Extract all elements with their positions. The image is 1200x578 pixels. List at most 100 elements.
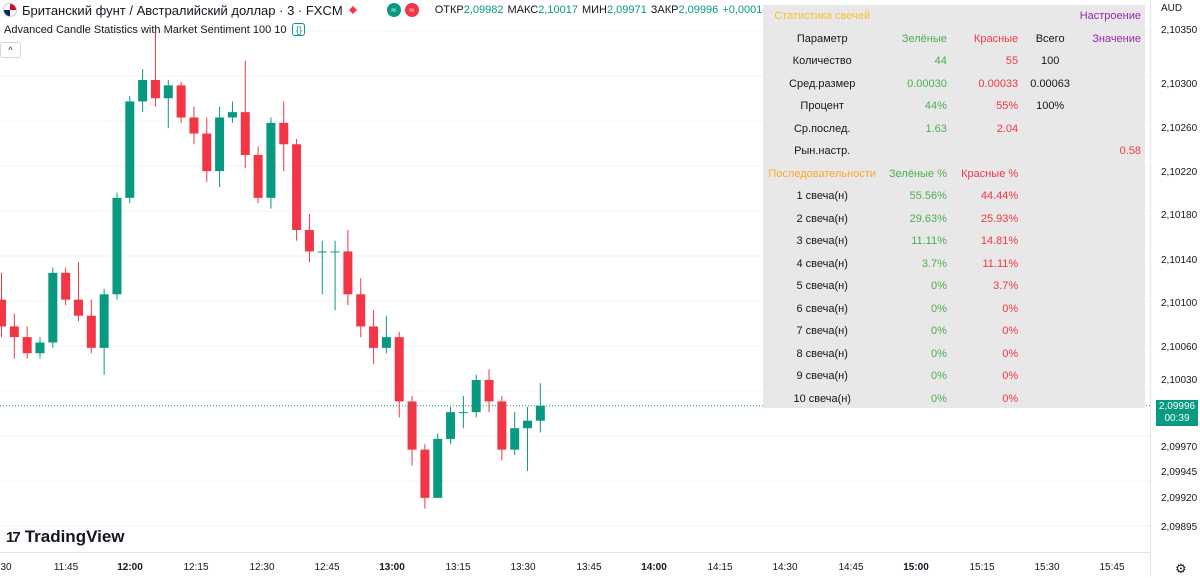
stats-sentiment-value	[1076, 50, 1145, 73]
seq-row: 8 свеча(н) 0% 0%	[763, 343, 1145, 366]
candle-body-up	[535, 405, 545, 421]
stats-header-cell: Всего	[1035, 32, 1065, 45]
seq-label: 3 свеча(н)	[796, 235, 848, 248]
tradingview-logo-mark: 17	[6, 528, 21, 546]
time-tick-label: 13:15	[445, 562, 471, 573]
seq-row: 2 свеча(н) 29.63% 25.93%	[763, 208, 1145, 231]
time-tick-label: 14:30	[772, 562, 798, 573]
candle-body-down	[369, 326, 379, 348]
stats-total-value: 0.00063	[1030, 77, 1071, 90]
seq-row: 9 свеча(н) 0% 0%	[763, 365, 1145, 388]
stats-empty	[1076, 163, 1145, 186]
price-tick-label: 2,10060	[1161, 342, 1198, 353]
stats-green-value	[881, 140, 952, 163]
ohlc-value: 2,09996	[678, 4, 719, 16]
price-tick-label: 2,10140	[1161, 255, 1198, 266]
ohlc-label: ЗАКР	[650, 4, 679, 16]
candle-body-up	[523, 420, 533, 429]
sell-button[interactable]: ≈	[386, 3, 401, 17]
stats-empty	[1076, 388, 1145, 411]
stats-empty	[1024, 275, 1076, 298]
price-tick-label: 2,10100	[1161, 298, 1198, 309]
candle-body-up	[99, 294, 109, 348]
stats-empty	[1076, 320, 1145, 343]
seq-red-percent: 0%	[1002, 302, 1019, 315]
seq-label: 8 свеча(н)	[796, 347, 848, 360]
candle-body-down	[202, 133, 212, 172]
stats-row: Ср.послед. 1.63 2.04	[763, 118, 1145, 141]
candle-body-down	[420, 449, 430, 498]
stats-empty	[1076, 343, 1145, 366]
time-tick-label: 14:45	[838, 562, 864, 573]
candle-body-up	[163, 85, 173, 99]
stats-header-cell: Параметр	[796, 32, 848, 45]
stats-param: Рын.настр.	[794, 145, 851, 158]
stats-total-value: 100	[1040, 55, 1060, 68]
seq-row: 3 свеча(н) 11.11% 14.81%	[763, 230, 1145, 253]
market-status-icon[interactable]	[348, 6, 357, 14]
symbol-header: Британский фунт / Австралийский доллар ·…	[0, 0, 1150, 20]
indicator-legend[interactable]: Advanced Candle Statistics with Market S…	[4, 23, 306, 36]
seq-red-percent: 0%	[1002, 392, 1019, 405]
stats-red-value: 55%	[996, 100, 1019, 113]
seq-green-percent: 0%	[930, 280, 947, 293]
stats-param: Сред.размер	[789, 77, 856, 90]
seq-row: 6 свеча(н) 0% 0%	[763, 298, 1145, 321]
price-axis[interactable]: AUD 2,09996 00:39 2,10350 2,10300 2,10260 2…	[1150, 0, 1200, 577]
candle-body-down	[497, 401, 507, 450]
seq-label: 10 свеча(н)	[793, 392, 851, 405]
candle-body-down	[253, 155, 263, 198]
seq-label: 7 свеча(н)	[796, 325, 848, 338]
time-tick-label: 15:30	[1034, 562, 1060, 573]
seq-red-percent: 44.44%	[980, 190, 1019, 203]
price-tick-label: 2,10350	[1161, 25, 1198, 36]
candle-body-up	[330, 251, 340, 253]
seq-green-percent: 0%	[930, 347, 947, 360]
stats-param: Количество	[792, 55, 852, 68]
tradingview-logo[interactable]: 17 TradingView	[6, 527, 125, 547]
stats-total-value: 100%	[1036, 100, 1065, 113]
indicator-settings-icon[interactable]: {}	[292, 23, 306, 36]
tradingview-logo-text: TradingView	[24, 527, 125, 546]
stats-title-row: Статистика свечей Настроение	[763, 5, 1145, 28]
collapse-legend-button[interactable]: ^	[0, 42, 21, 58]
candle-body-down	[304, 230, 314, 252]
time-axis[interactable]: 30 11:45 12:00 12:15 12:30 12:45 13:00 13:15 13:…	[0, 552, 1150, 578]
candle-body-down	[61, 272, 71, 300]
indicator-name[interactable]: Advanced Candle Statistics with Market S…	[4, 23, 287, 36]
stats-empty	[1024, 208, 1076, 231]
time-tick-label: 15:00	[903, 562, 929, 573]
seq-green-percent: 55.56%	[909, 190, 947, 203]
buy-button[interactable]: ≈	[404, 3, 419, 17]
time-tick-label: 12:45	[314, 562, 340, 573]
price-tick-label: 2,10300	[1161, 79, 1198, 90]
price-tick-label: 2,09945	[1161, 467, 1198, 478]
stats-green-value: 44%	[924, 100, 947, 113]
stats-param: Ср.послед.	[793, 122, 851, 135]
seq-red-percent: 11.11%	[982, 257, 1019, 270]
candle-body-up	[215, 117, 225, 172]
price-tick-label: 2,10180	[1161, 210, 1198, 221]
time-tick-label: 11:45	[53, 562, 79, 573]
seq-header-cell: Зелёные %	[889, 167, 947, 180]
time-tick-label: 15:15	[969, 562, 995, 573]
seq-red-percent: 25.93%	[980, 212, 1019, 225]
stats-sentiment-value	[1076, 73, 1145, 96]
candle-body-down	[22, 337, 32, 354]
chart-settings-icon[interactable]: ⚙	[1175, 561, 1187, 576]
candle-body-up	[48, 272, 58, 343]
stats-empty	[1076, 208, 1145, 231]
currency-label[interactable]: AUD	[1161, 3, 1183, 14]
seq-red-percent: 0%	[1002, 347, 1019, 360]
time-tick-label: 13:00	[379, 562, 405, 573]
candle-body-down	[240, 112, 250, 155]
stats-empty	[1024, 185, 1076, 208]
candle-body-up	[433, 438, 443, 498]
stats-title: Статистика свечей	[774, 10, 871, 23]
price-chart[interactable]	[0, 0, 1150, 552]
candle-body-up	[510, 428, 520, 450]
stats-header-cell: Зелёные	[901, 32, 947, 45]
seq-green-percent: 29.63%	[909, 212, 947, 225]
symbol-title[interactable]: Британский фунт / Австралийский доллар ·…	[22, 2, 343, 18]
time-tick-label: 13:30	[510, 562, 536, 573]
